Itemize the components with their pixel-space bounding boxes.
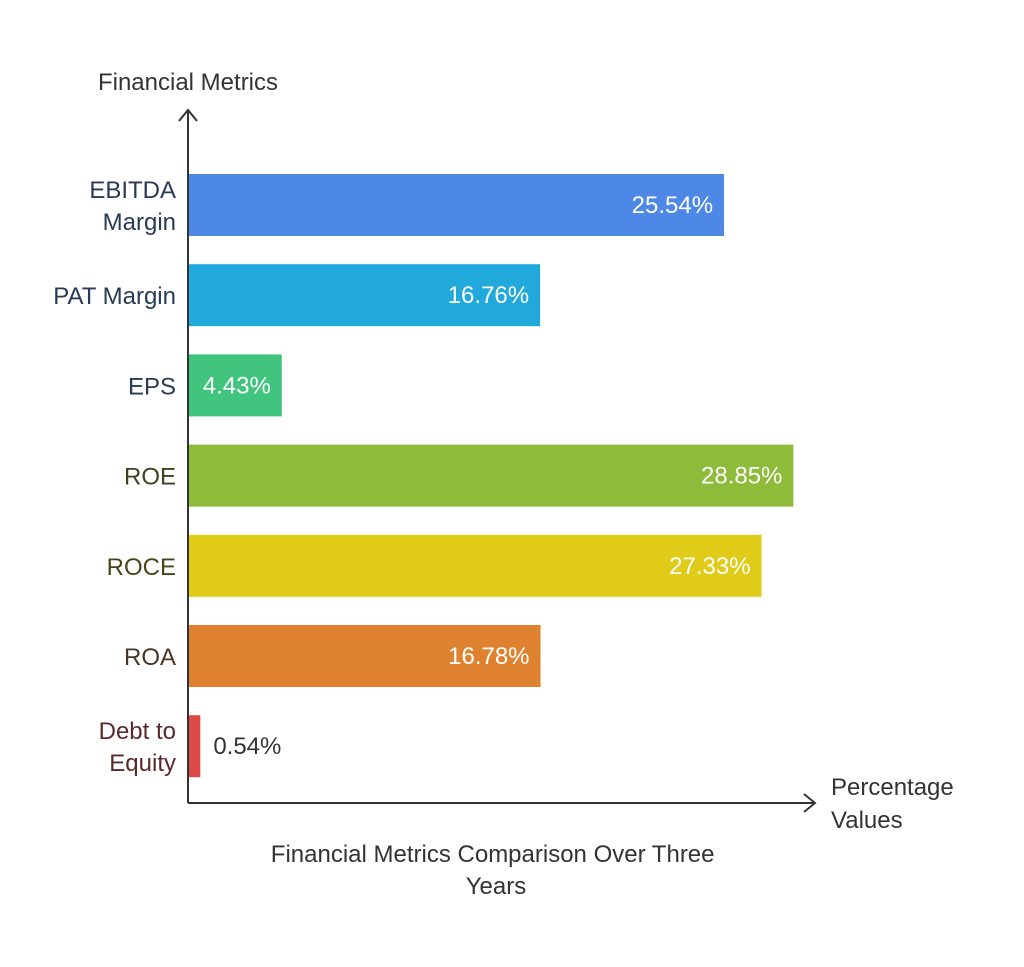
bar — [189, 715, 201, 778]
category-label: ROA — [124, 644, 176, 671]
category-label: PAT Margin — [53, 283, 176, 310]
bars — [189, 174, 794, 778]
x-axis-title: Percentage Values — [831, 774, 960, 834]
bar — [189, 264, 541, 327]
bar — [189, 444, 794, 507]
category-label: EBITDA Margin — [89, 177, 176, 236]
value-labels: 25.54% 16.76% 4.43% 28.85% 27.33% 16.78% 0.54% — [203, 192, 783, 760]
data-label: 27.33% — [669, 553, 750, 580]
data-label: 16.76% — [448, 282, 529, 309]
x-axis-title-line: Values — [831, 807, 903, 834]
chart-title-line: Years — [466, 873, 527, 900]
category-label: ROCE — [107, 554, 176, 581]
bar — [189, 534, 762, 597]
data-label: 25.54% — [632, 192, 713, 219]
bar — [189, 625, 541, 687]
bar — [189, 174, 725, 236]
data-label: 4.43% — [203, 372, 271, 399]
chart-title: Financial Metrics Comparison Over Three … — [271, 841, 721, 900]
chart-title-line: Financial Metrics Comparison Over Three — [271, 841, 715, 868]
axes — [178, 108, 817, 813]
data-label: 16.78% — [448, 643, 529, 670]
category-label: EPS — [128, 373, 176, 400]
category-label: Debt to Equity — [99, 718, 176, 777]
category-labels: EBITDA Margin PAT Margin EPS ROE ROCE ROA Debt … — [53, 177, 176, 777]
bar — [189, 354, 282, 417]
data-label: 28.85% — [701, 463, 782, 490]
category-label: ROE — [124, 464, 176, 491]
x-axis-title-line: Percentage — [831, 774, 954, 801]
y-axis-arrow — [178, 108, 198, 122]
x-axis-arrow — [803, 793, 817, 813]
y-axis-title: Financial Metrics — [98, 69, 278, 96]
data-label: 0.54% — [213, 733, 281, 760]
